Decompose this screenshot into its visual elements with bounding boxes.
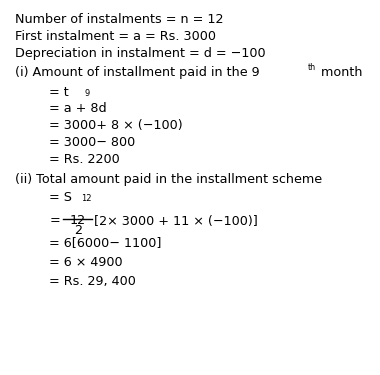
Text: = 3000− 800: = 3000− 800 <box>49 136 136 149</box>
Text: (ii) Total amount paid in the installment scheme: (ii) Total amount paid in the installmen… <box>15 172 322 186</box>
Text: = S: = S <box>49 191 73 204</box>
Text: = 6 × 4900: = 6 × 4900 <box>49 256 123 269</box>
Text: [2× 3000 + 11 × (−100)]: [2× 3000 + 11 × (−100)] <box>94 214 258 228</box>
Text: = Rs. 29, 400: = Rs. 29, 400 <box>49 274 136 288</box>
Text: = a + 8d: = a + 8d <box>49 102 107 115</box>
Text: 12: 12 <box>70 214 86 227</box>
Text: =: = <box>49 214 60 228</box>
Text: = Rs. 2200: = Rs. 2200 <box>49 153 120 166</box>
Text: 12: 12 <box>81 194 92 203</box>
Text: (i) Amount of installment paid in the 9: (i) Amount of installment paid in the 9 <box>15 66 260 80</box>
Text: = t: = t <box>49 86 69 99</box>
Text: = 6[6000− 1100]: = 6[6000− 1100] <box>49 236 162 249</box>
Text: Number of instalments = n = 12: Number of instalments = n = 12 <box>15 13 224 26</box>
Text: = 3000+ 8 × (−100): = 3000+ 8 × (−100) <box>49 119 183 132</box>
Text: th: th <box>308 63 316 72</box>
Text: 9: 9 <box>84 88 90 98</box>
Text: month: month <box>317 66 363 80</box>
Text: First instalment = a = Rs. 3000: First instalment = a = Rs. 3000 <box>15 30 216 43</box>
Text: 2: 2 <box>74 224 82 237</box>
Text: Depreciation in instalment = d = −100: Depreciation in instalment = d = −100 <box>15 47 266 60</box>
